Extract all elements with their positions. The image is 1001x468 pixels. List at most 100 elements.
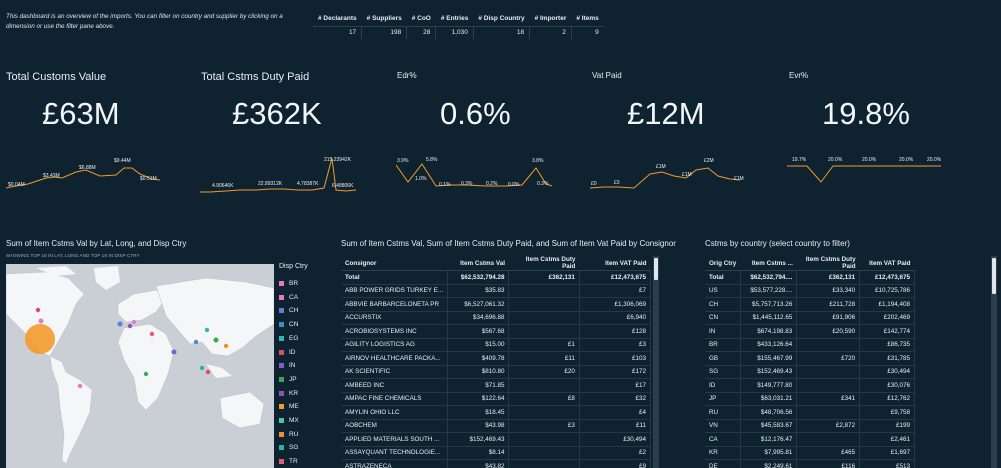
consignor-table-cell: £9 (579, 459, 652, 468)
consignor-column-header[interactable]: Consignor (341, 256, 448, 271)
consignor-table-row[interactable]: ACROBIOSYSTEMS INC $567.68 £128 (341, 324, 652, 339)
consignor-table-cell (508, 311, 580, 325)
country-table-row[interactable]: KR $7,995.81 £465 £1,697 (705, 446, 915, 460)
consignor-scroll-thumb[interactable] (654, 258, 658, 280)
consignor-table-cell: $152,469.43 (447, 432, 510, 447)
kpi-value[interactable]: £362K (232, 96, 322, 131)
country-table-cell (796, 365, 861, 379)
spark-label: 0.1% (439, 182, 451, 188)
country-column-header[interactable]: Item VAT Paid (859, 256, 915, 271)
consignor-table-row[interactable]: AMYLIN OHIO LLC $18.45 £4 (341, 405, 652, 420)
consignor-column-header[interactable]: Item Cstms Duty Paid (508, 256, 580, 271)
legend-item[interactable]: CH (279, 305, 298, 316)
country-table-cell: JP (705, 392, 742, 406)
country-table-row[interactable]: ID $149,777.80 £30,076 (705, 378, 915, 393)
country-table-cell: GB (705, 351, 742, 366)
legend-item[interactable]: RU (279, 429, 298, 440)
country-table-row[interactable]: US $53,577,228.... £33,340 £10,725,786 (705, 284, 915, 298)
consignor-table-row[interactable]: AMBEED INC $71.85 £17 (341, 378, 652, 393)
legend-label: MX (289, 417, 299, 424)
consignor-column-header[interactable]: Item Cstms Val (447, 256, 509, 271)
consignor-table-row[interactable]: ABB POWER GRIDS TURKEY E... $35.83 £7 (341, 284, 652, 298)
legend-item[interactable]: JP (279, 374, 297, 385)
kpi-value[interactable]: 19.8% (822, 96, 910, 131)
country-table-cell: $152,469.43 (740, 365, 798, 379)
country-table-cell: £91,906 (796, 311, 861, 325)
spark-label: 20.0% (828, 157, 843, 163)
stats-header: # Suppliers (361, 12, 407, 27)
legend-item[interactable]: MX (279, 415, 299, 426)
spark-label: £1M (734, 176, 744, 182)
country-table-row[interactable]: CH $5,757,713.26 £211,728 £1,194,408 (705, 297, 915, 312)
legend-item[interactable]: CA (279, 292, 298, 303)
legend-item[interactable]: CN (279, 319, 298, 330)
country-table-cell: £9,758 (859, 405, 915, 420)
country-column-header[interactable]: Item Cstms ... (740, 256, 797, 271)
consignor-table-cell: £17 (579, 378, 652, 393)
country-table-row[interactable]: DE $2,249.61 £116 £513 (705, 459, 915, 468)
sparkline-vat-paid[interactable]: £0 £0 £1M £1M £2M £1M (589, 150, 750, 201)
consignor-table-cell: AOBCHEM (341, 419, 449, 433)
consignor-table-row[interactable]: ASSAYQUANT TECHNOLOGIE... $8.14 £2 (341, 446, 652, 460)
country-table-row[interactable]: BR $433,126.64 £86,735 (705, 338, 915, 352)
consignor-table-row[interactable]: ABBVIE BARBARCELONETA PR $6,527,061.32 £1,… (341, 297, 652, 312)
kpi-value[interactable]: 0.6% (440, 96, 511, 131)
consignor-scrollbar[interactable] (653, 256, 659, 468)
stats-header: # Entries (435, 12, 474, 27)
consignor-table-row[interactable]: AIRNOV HEALTHCARE PACKA... $409.78 £11 £103 (341, 351, 652, 366)
country-table-row[interactable]: GB $155,467.99 £720 £31,785 (705, 351, 915, 366)
stats-value: 17 (313, 26, 363, 39)
consignor-table[interactable]: Consignor Item Cstms Val Item Cstms Duty P… (341, 256, 652, 468)
legend-item[interactable]: ME (279, 401, 299, 412)
map-section-title: Sum of Item Cstms Val by Lat, Long, and … (6, 239, 187, 248)
legend-swatch (279, 349, 284, 355)
country-table-row[interactable]: CA $12,176.47 £2,461 (705, 432, 915, 447)
country-table-cell: $674,198.83 (740, 324, 798, 339)
consignor-table-row[interactable]: AMPAC FINE CHEMICALS $122.64 £8 £32 (341, 392, 652, 406)
world-map[interactable] (6, 264, 274, 468)
consignor-table-row[interactable]: AOBCHEM $43.98 £3 £11 (341, 419, 652, 433)
spark-label: $0.04M (8, 182, 25, 188)
country-table-row[interactable]: IN $674,198.83 £20,590 £142,774 (705, 324, 915, 339)
legend-item[interactable]: BR (279, 278, 298, 289)
sparkline-evr[interactable]: 19.7% 20.0% 20.0% 20.0% 20.0% (787, 150, 947, 201)
consignor-table-cell: AMPAC FINE CHEMICALS (341, 392, 449, 406)
consignor-table-row[interactable]: APPLIED MATERIALS SOUTH ... $152,469.43 £3… (341, 432, 652, 447)
country-scroll-thumb[interactable] (992, 258, 996, 294)
spark-label: $3.43M (43, 173, 60, 179)
country-table-cell: £30,076 (859, 378, 915, 393)
consignor-table-cell: $409.78 (447, 351, 510, 366)
country-scrollbar[interactable] (991, 256, 997, 468)
country-column-header[interactable]: Item Cstms Duty Paid (796, 256, 860, 271)
consignor-table-cell: £172 (579, 365, 652, 379)
country-table-cell: CH (705, 297, 742, 312)
consignor-table-row[interactable]: ASTRAZENECA $43.82 £9 (341, 459, 652, 468)
sparkline-customs-value[interactable]: $0.04M $3.43M $6.88M $9.44M $0.51M (5, 150, 166, 201)
country-table-row[interactable]: VN $45,583.67 £2,872 £199 (705, 419, 915, 433)
spark-label: £1M (656, 164, 666, 170)
country-table-row[interactable]: SG $152,469.43 £30,494 (705, 365, 915, 379)
country-table-cell (796, 338, 861, 352)
consignor-table-row[interactable]: AK SCIENTIFIC $810.80 £20 £172 (341, 365, 652, 379)
legend-item[interactable]: IN (279, 360, 296, 371)
legend-item[interactable]: SG (279, 442, 298, 453)
legend-item[interactable]: KR (279, 388, 298, 399)
country-table[interactable]: Orig Ctry Item Cstms ... Item Cstms Duty P… (705, 256, 915, 468)
country-column-header[interactable]: Orig Ctry (705, 256, 741, 271)
sparkline-edr[interactable]: 3.9% 1.0% 5.8% 0.1% 0.3% 0.2% 0.0% 3.8% … (395, 150, 556, 201)
country-table-row[interactable]: CN $1,445,112.65 £91,906 £202,469 (705, 311, 915, 325)
country-table-row[interactable]: JP $63,031.21 £341 £12,762 (705, 392, 915, 406)
consignor-table-row[interactable]: ACCURSTIX $34,696.88 £6,940 (341, 311, 652, 325)
legend-item[interactable]: ID (279, 347, 296, 358)
legend-swatch (279, 431, 284, 437)
sparkline-duty-paid[interactable]: 4.90646K 22.89312K 4.78387K 215.23942K 6… (200, 150, 360, 201)
country-table-row[interactable]: RU $48,706.56 £9,758 (705, 405, 915, 420)
kpi-value[interactable]: £63M (42, 96, 120, 131)
spark-label: 6.48806K (332, 183, 354, 189)
legend-item[interactable]: TR (279, 456, 298, 467)
country-table-cell: £2,461 (859, 432, 915, 447)
consignor-column-header[interactable]: Item VAT Paid (579, 256, 651, 271)
consignor-table-row[interactable]: AGILITY LOGISTICS AG $15.00 £1 £3 (341, 338, 652, 352)
kpi-value[interactable]: £12M (627, 96, 705, 131)
legend-item[interactable]: EG (279, 333, 298, 344)
